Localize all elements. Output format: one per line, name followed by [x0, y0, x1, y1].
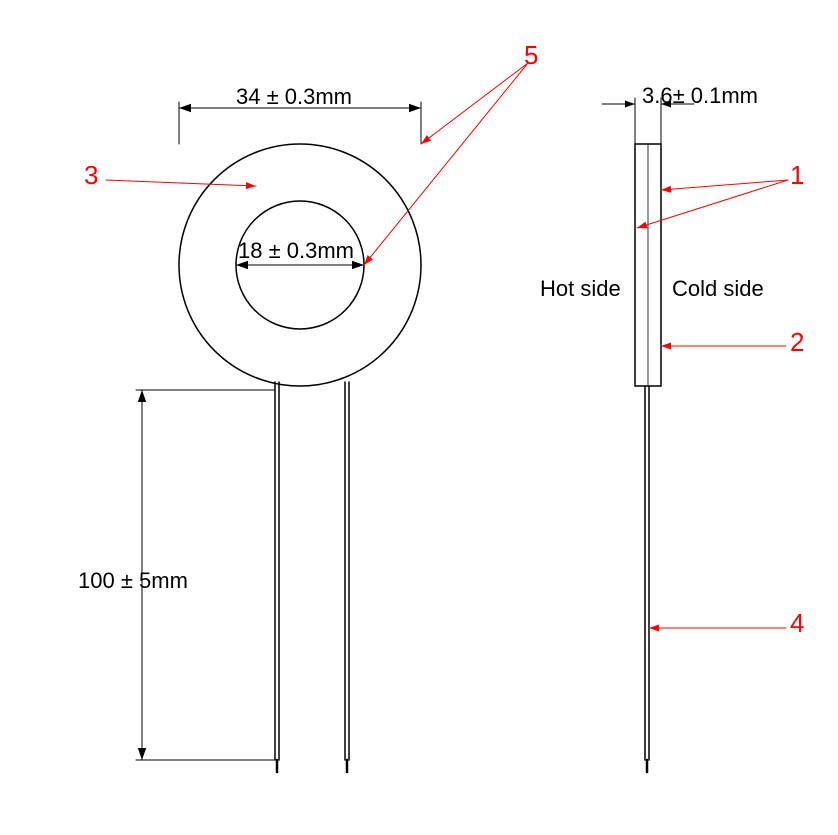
- dim-inner-diameter: 18 ± 0.3mm: [238, 240, 354, 262]
- dim-thickness: 3.6± 0.1mm: [642, 85, 758, 107]
- label-hot-side: Hot side: [540, 278, 621, 300]
- callout-2: 2: [790, 329, 804, 355]
- callout-5: 5: [524, 42, 538, 68]
- callout-1: 1: [790, 162, 804, 188]
- label-cold-side: Cold side: [672, 278, 764, 300]
- technical-drawing: [0, 0, 838, 835]
- dim-lead-length: 100 ± 5mm: [78, 570, 188, 592]
- callout-3: 3: [84, 162, 98, 188]
- callout-4: 4: [790, 610, 804, 636]
- dim-outer-diameter: 34 ± 0.3mm: [236, 86, 352, 108]
